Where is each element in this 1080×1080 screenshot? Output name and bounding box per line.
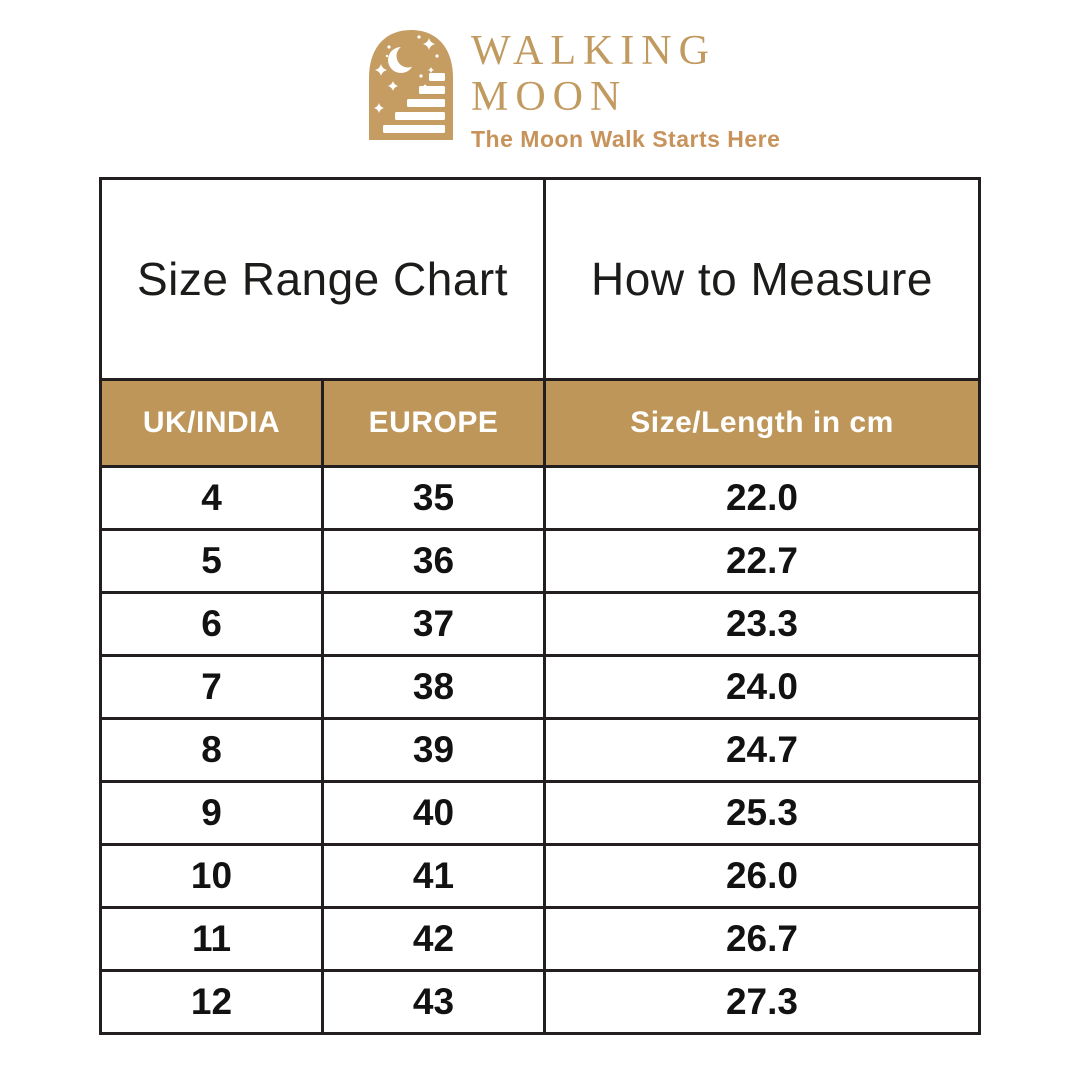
section-header-size-range-chart: Size Range Chart [99,177,546,381]
column-header-size-length-cm: Size/Length in cm [543,378,981,468]
size-cell: 38 [321,654,546,720]
table-row: 9 40 25.3 [99,780,981,846]
section-header-how-to-measure: How to Measure [543,177,981,381]
table-row: 6 37 23.3 [99,591,981,657]
section-header-row: Size Range Chart How to Measure [99,177,981,381]
size-cell: 40 [321,780,546,846]
size-cell: 22.0 [543,465,981,531]
size-cell: 27.3 [543,969,981,1035]
brand-text-block: WALKING MOON The Moon Walk Starts Here [471,26,780,153]
table-row: 10 41 26.0 [99,843,981,909]
table-row: 12 43 27.3 [99,969,981,1035]
stars-icon [374,35,439,113]
size-cell: 25.3 [543,780,981,846]
size-cell: 8 [99,717,324,783]
walking-moon-logo-icon [369,30,453,140]
size-cell: 35 [321,465,546,531]
size-cell: 22.7 [543,528,981,594]
size-rows: 4 35 22.0 5 36 22.7 6 37 23.3 7 38 24.0 8 39 24.7 9 40 25… [99,465,981,1035]
size-cell: 26.0 [543,843,981,909]
size-cell: 23.3 [543,591,981,657]
brand-name-line2: MOON [471,74,628,120]
size-cell: 36 [321,528,546,594]
table-row: 11 42 26.7 [99,906,981,972]
stairs-icon [383,73,445,133]
size-cell: 5 [99,528,324,594]
brand-name: WALKING MOON [471,28,780,120]
size-cell: 39 [321,717,546,783]
table-row: 5 36 22.7 [99,528,981,594]
size-cell: 24.0 [543,654,981,720]
column-header-row: UK/INDIA EUROPE Size/Length in cm [99,378,981,468]
brand-header: WALKING MOON The Moon Walk Starts Here [365,26,780,153]
size-cell: 26.7 [543,906,981,972]
size-cell: 41 [321,843,546,909]
size-cell: 12 [99,969,324,1035]
size-cell: 9 [99,780,324,846]
brand-name-line1: WALKING [471,28,716,74]
size-cell: 10 [99,843,324,909]
size-cell: 6 [99,591,324,657]
table-row: 8 39 24.7 [99,717,981,783]
brand-tagline: The Moon Walk Starts Here [471,126,781,152]
size-chart-table: Size Range Chart How to Measure UK/INDIA… [99,177,981,1035]
column-header-europe: EUROPE [321,378,546,468]
size-cell: 4 [99,465,324,531]
size-cell: 11 [99,906,324,972]
size-cell: 7 [99,654,324,720]
size-cell: 43 [321,969,546,1035]
size-cell: 37 [321,591,546,657]
column-header-uk-india: UK/INDIA [99,378,324,468]
table-row: 4 35 22.0 [99,465,981,531]
size-cell: 24.7 [543,717,981,783]
table-row: 7 38 24.0 [99,654,981,720]
size-cell: 42 [321,906,546,972]
